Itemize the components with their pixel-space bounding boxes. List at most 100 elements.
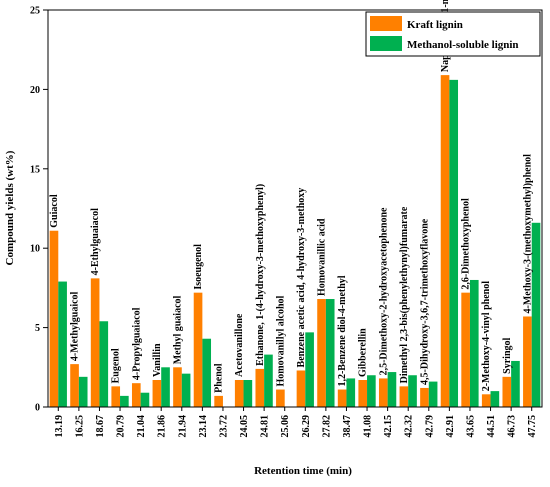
bar-methanol-soluble-lignin-23.14 [202, 338, 212, 407]
x-tick-label-18.67: 18.67 [95, 415, 106, 438]
x-tick-label-27.82: 27.82 [321, 415, 332, 438]
x-tick-label-38.47: 38.47 [342, 415, 353, 438]
bar-methanol-soluble-lignin-16.25 [78, 376, 88, 407]
bar-kraft-lignin-21.86 [152, 380, 162, 407]
bar-kraft-lignin-26.29 [296, 370, 306, 407]
x-tick-label-23.14: 23.14 [198, 415, 209, 438]
y-axis-title: Compound yields (wt%) [4, 150, 16, 265]
legend-label-kraft-lignin: Kraft lignin [407, 19, 463, 31]
y-tick-label-20: 20 [30, 85, 40, 96]
bar-methanol-soluble-lignin-24.05 [243, 380, 253, 407]
bar-methanol-soluble-lignin-42.32 [408, 375, 417, 407]
x-tick-label-42.32: 42.32 [404, 415, 415, 438]
bar-kraft-lignin-42.91 [440, 75, 450, 408]
y-tick-label-0: 0 [35, 403, 40, 414]
plot-frame [47, 9, 543, 408]
bar-methanol-soluble-lignin-41.08 [367, 375, 376, 407]
bar-kraft-lignin-16.25 [70, 364, 79, 407]
bar-kraft-lignin-13.19 [49, 230, 59, 407]
bar-kraft-lignin-21.94 [173, 367, 182, 407]
annotation-4-ethylguaiacol: 4-Ethylguaiacol [90, 208, 101, 275]
bar-methanol-soluble-lignin-27.82 [325, 299, 335, 407]
y-tick-label-25: 25 [30, 6, 40, 17]
annotation-vanillin: Vanillin [152, 343, 163, 377]
annotation-4-methylguaicol: 4-Methylguaicol [70, 291, 81, 361]
bar-methanol-soluble-lignin-44.51 [490, 391, 500, 407]
annotation-4-5-dihydroxy-3-6-7-trimethoxyflavone: 4,5-Dihydroxy-3,6,7-trimethoxyflavone [419, 218, 430, 385]
axes-layer [47, 9, 543, 408]
bar-kraft-lignin-43.65 [461, 292, 470, 407]
bar-kraft-lignin-18.67 [90, 278, 100, 407]
y-tick-label-15: 15 [30, 164, 40, 175]
annotation-gibberellin: Gibberellin [358, 328, 369, 377]
x-tick-label-24.81: 24.81 [260, 415, 271, 438]
bar-kraft-lignin-21.04 [131, 383, 141, 407]
bars-layer [49, 75, 541, 408]
bar-kraft-lignin-42.15 [378, 378, 388, 407]
bar-kraft-lignin-23.14 [193, 292, 203, 407]
bar-kraft-lignin-27.82 [317, 299, 326, 407]
bar-methanol-soluble-lignin-24.81 [264, 354, 273, 407]
x-tick-label-25.06: 25.06 [280, 415, 291, 438]
bar-kraft-lignin-42.79 [420, 387, 429, 407]
bar-methanol-soluble-lignin-38.47 [346, 378, 356, 407]
x-tick-label-42.79: 42.79 [424, 415, 435, 438]
annotation-homovanillic-acid: Homovanillic acid [317, 218, 328, 296]
x-tick-label-23.72: 23.72 [218, 415, 229, 438]
annotations-layer: Guiacol 4-Methylguaicol 4-Ethylguaiacol Eug… [49, 0, 533, 393]
x-tick-label-24.05: 24.05 [239, 415, 250, 438]
bar-kraft-lignin-24.05 [234, 380, 244, 407]
annotation-dimethyl-2-3-bis-phenylethynyl-fumarate: Dimethyl 2,3-bis(phenylethynyl)fumarate [399, 206, 410, 383]
annotation-2-methoxy-4-vinyl-phenol: 2-Methoxy-4-vinyl phenol [481, 281, 492, 392]
x-tick-label-42.91: 42.91 [445, 415, 456, 438]
bar-methanol-soluble-lignin-46.73 [511, 360, 520, 407]
bar-kraft-lignin-38.47 [337, 389, 347, 407]
x-tick-label-21.94: 21.94 [177, 415, 188, 438]
bar-methanol-soluble-lignin-21.86 [161, 367, 170, 407]
legend-swatch-kraft-lignin [370, 16, 402, 31]
x-tick-label-42.15: 42.15 [383, 415, 394, 438]
legend-label-methanol-soluble-lignin: Methanol-soluble lignin [407, 39, 519, 51]
x-tick-label-20.79: 20.79 [116, 415, 127, 438]
legend: Kraft lignin Methanol-soluble lignin [365, 11, 541, 57]
bar-methanol-soluble-lignin-42.91 [449, 79, 459, 408]
annotation-methyl-guaiacol: Methyl guaiacol [172, 295, 183, 364]
bar-methanol-soluble-lignin-42.15 [387, 372, 397, 407]
bar-methanol-soluble-lignin-13.19 [58, 281, 67, 407]
annotation-eugenol: Eugenol [111, 348, 122, 383]
bar-methanol-soluble-lignin-43.65 [469, 279, 479, 407]
bar-kraft-lignin-24.81 [255, 368, 265, 407]
y-ticks-layer: 0 5 10 15 20 25 [30, 6, 48, 414]
bar-kraft-lignin-46.73 [502, 376, 512, 407]
x-tick-label-47.75: 47.75 [527, 415, 538, 438]
bar-methanol-soluble-lignin-18.67 [99, 321, 109, 407]
bar-methanol-soluble-lignin-47.75 [531, 222, 541, 407]
y-tick-label-10: 10 [30, 244, 40, 255]
annotation-syringol: Syringol [502, 337, 513, 373]
legend-swatch-methanol-soluble-lignin [370, 36, 402, 51]
x-tick-label-26.29: 26.29 [301, 415, 312, 438]
bar-kraft-lignin-20.79 [111, 386, 121, 407]
x-ticks-layer: 13.19 16.25 18.67 20.79 21.04 21.86 21.94 23.14… [54, 407, 538, 438]
x-tick-label-21.86: 21.86 [157, 415, 168, 438]
bar-methanol-soluble-lignin-21.94 [181, 373, 191, 407]
x-tick-label-13.19: 13.19 [54, 415, 65, 438]
x-tick-label-43.65: 43.65 [465, 415, 476, 438]
annotation-4-methoxy-3-methoxymethyl-phenol: 4-Methoxy-3-(methoxymethyl)phenol [522, 154, 533, 314]
annotation-benzene-acetic-acid-4-hydroxy-3-methoxy: Benzene acetic acid, 4-hydroxy-3-methoxy [296, 188, 307, 368]
bar-kraft-lignin-25.06 [276, 389, 285, 407]
annotation-2-5-dimethoxy-2-hydroxyacetophenone: 2,5-Dimethoxy-2-hydroxyacetophenone [378, 207, 389, 375]
bar-kraft-lignin-41.08 [358, 380, 368, 407]
annotation-acetovanillone: Acetovanillone [234, 313, 245, 377]
bar-kraft-lignin-44.51 [481, 394, 491, 407]
bar-methanol-soluble-lignin-20.79 [120, 395, 129, 407]
annotation-ethanone-1-4-hydroxy-3-methoxyphenyl: Ethanone, 1-(4-hydroxy-3-methoxyphenyl) [255, 184, 266, 366]
bar-kraft-lignin-42.32 [399, 386, 409, 407]
annotation-phenol: Phenol [214, 363, 225, 393]
bar-kraft-lignin-23.72 [214, 395, 223, 407]
annotation-2-6-dimethoxyphenol: 2,6-Dimethoxyphenol [461, 198, 472, 290]
annotation-homovanillyl-alcohol: Homovanillyl alcohol [275, 295, 286, 386]
x-tick-label-21.04: 21.04 [136, 415, 147, 438]
